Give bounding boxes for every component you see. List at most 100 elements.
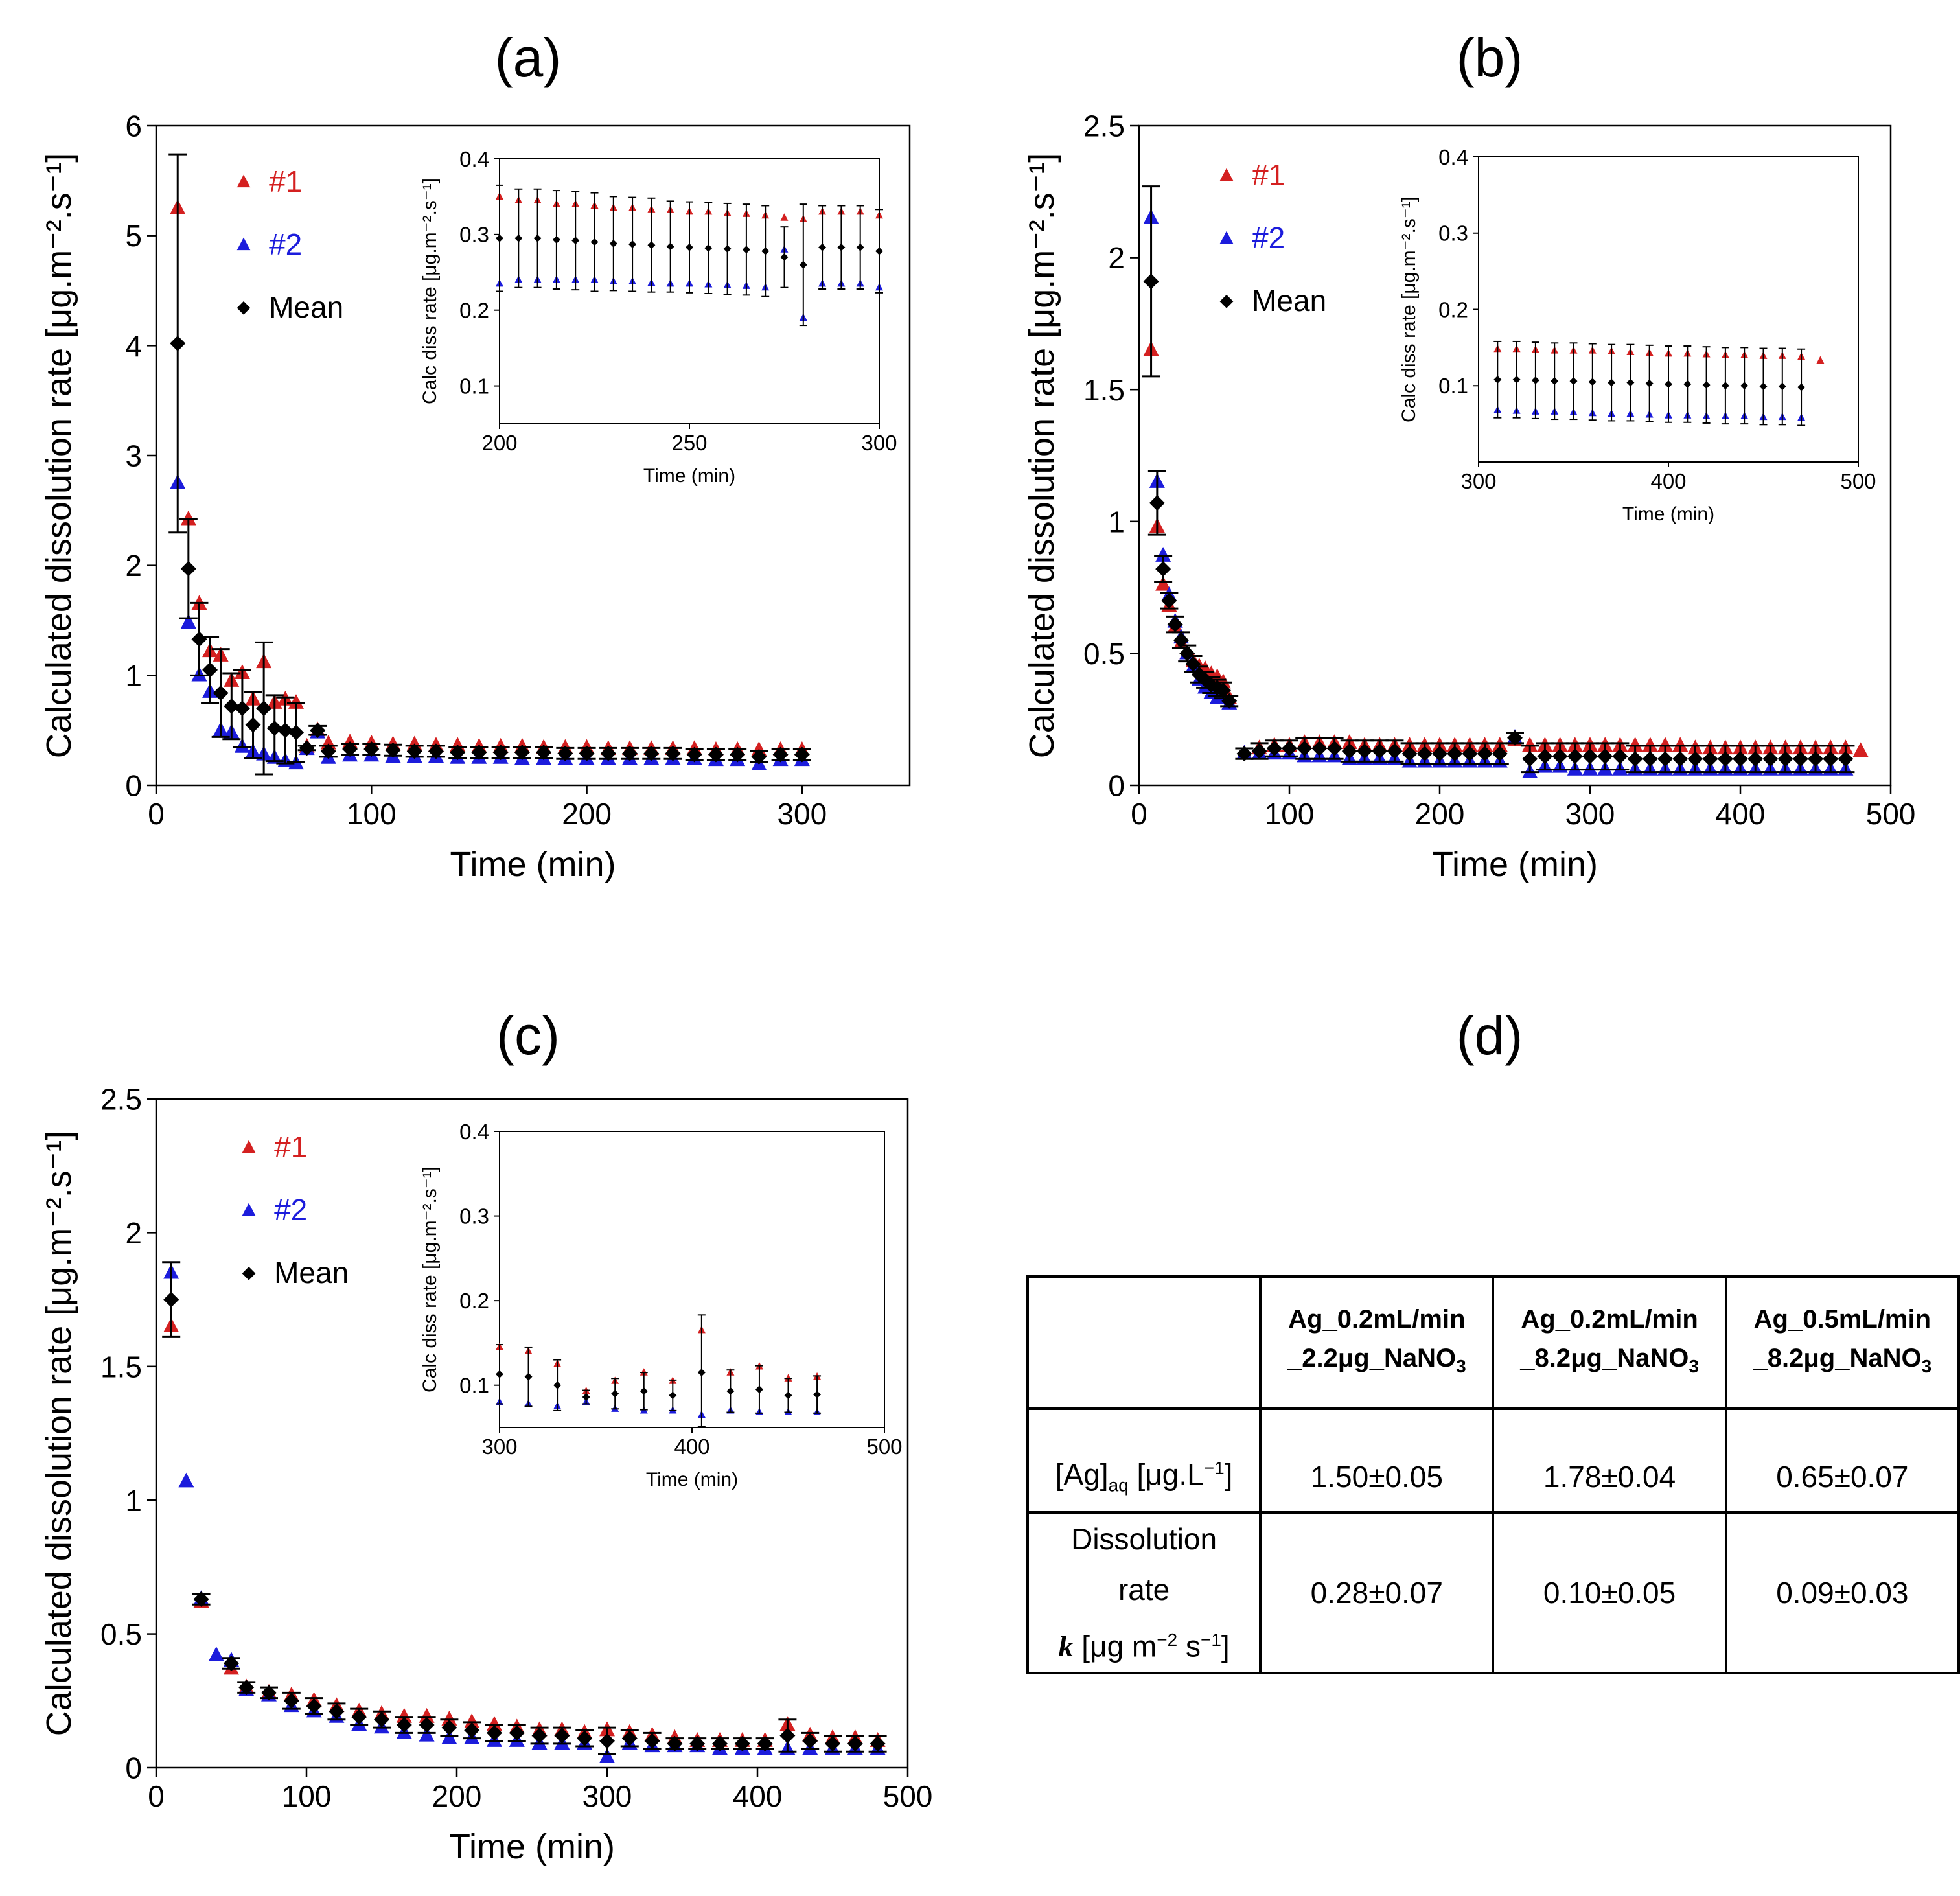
data-point-diamond bbox=[799, 260, 807, 269]
data-point-diamond bbox=[277, 723, 294, 739]
data-point-diamond bbox=[761, 247, 770, 255]
data-point-diamond bbox=[191, 631, 207, 647]
data-point-triangle bbox=[640, 1368, 648, 1376]
inset-y-tick-label: 0.3 bbox=[459, 223, 489, 247]
data-point-diamond bbox=[536, 745, 552, 761]
data-point-diamond bbox=[1149, 495, 1165, 511]
inset-background bbox=[428, 1125, 904, 1505]
main-y-tick-label: 2.5 bbox=[1083, 110, 1125, 143]
inset-y-axis-label: Calc diss rate [μg.m⁻².s⁻¹] bbox=[419, 178, 441, 404]
data-point-triangle bbox=[1155, 547, 1171, 562]
data-point-diamond bbox=[686, 746, 702, 763]
data-point-diamond bbox=[193, 1591, 209, 1607]
inset-y-tick-label: 0.2 bbox=[1438, 297, 1468, 321]
data-point-diamond bbox=[1401, 746, 1418, 762]
main-y-tick-label: 2 bbox=[125, 549, 142, 583]
data-point-diamond bbox=[170, 335, 186, 351]
main-y-tick-label: 0.5 bbox=[1083, 637, 1125, 671]
main-x-tick-label: 400 bbox=[1716, 797, 1766, 831]
legend-label: #1 bbox=[274, 1130, 307, 1164]
data-point-triangle bbox=[1155, 575, 1171, 591]
table-cell: 0.28±0.07 bbox=[1259, 1510, 1495, 1675]
data-point-diamond bbox=[1657, 751, 1673, 767]
data-point-diamond bbox=[552, 236, 560, 244]
data-point-diamond bbox=[1733, 751, 1748, 767]
data-point-triangle bbox=[464, 1713, 480, 1728]
data-point-diamond bbox=[242, 1266, 256, 1280]
data-point-diamond bbox=[1762, 751, 1779, 767]
data-point-diamond bbox=[288, 724, 304, 741]
data-point-diamond bbox=[1372, 743, 1388, 759]
main-plot: 0 100 200 300 400 500 0 0.5 1 1.5 2 2.5 Time (min) Ca… bbox=[1022, 110, 1915, 884]
main-y-tick-label: 1 bbox=[1108, 505, 1125, 538]
data-point-triangle bbox=[1219, 168, 1234, 181]
data-point-diamond bbox=[557, 745, 573, 761]
data-point-diamond bbox=[666, 242, 674, 251]
data-point-diamond bbox=[320, 743, 336, 759]
data-point-diamond bbox=[1717, 751, 1733, 767]
data-point-diamond bbox=[640, 1387, 648, 1395]
table-cell: 1.78±0.04 bbox=[1492, 1407, 1727, 1514]
data-point-diamond bbox=[1597, 748, 1613, 765]
inset-x-tick-label: 500 bbox=[866, 1435, 902, 1459]
main-x-tick-label: 0 bbox=[148, 797, 165, 831]
data-point-triangle bbox=[178, 1472, 194, 1488]
data-point-diamond bbox=[669, 1391, 677, 1400]
data-point-triangle bbox=[180, 510, 196, 526]
chart-panel-a: 0 100 200 300 0 1 2 3 4 5 6 Time (min) Calculated di… bbox=[40, 110, 911, 884]
main-x-tick-label: 200 bbox=[1415, 797, 1465, 831]
main-y-tick-label: 3 bbox=[125, 439, 142, 473]
data-point-diamond bbox=[779, 1728, 796, 1744]
data-point-triangle bbox=[784, 1374, 792, 1382]
data-point-diamond bbox=[1778, 382, 1786, 391]
data-point-diamond bbox=[1173, 632, 1189, 649]
data-point-diamond bbox=[1416, 746, 1433, 762]
data-point-diamond bbox=[780, 253, 789, 261]
data-point-diamond bbox=[1215, 682, 1231, 699]
data-point-triangle bbox=[1219, 231, 1234, 244]
main-x-axis-label: Time (min) bbox=[449, 1827, 615, 1866]
data-point-triangle bbox=[1816, 356, 1825, 364]
data-point-triangle bbox=[419, 1707, 435, 1723]
legend-label: #1 bbox=[269, 165, 302, 198]
inset-x-tick-label: 250 bbox=[671, 431, 707, 455]
data-point-diamond bbox=[1569, 377, 1578, 386]
data-point-diamond bbox=[1155, 561, 1171, 577]
data-point-diamond bbox=[1221, 693, 1238, 709]
panel-label-c: (c) bbox=[496, 1005, 560, 1066]
data-point-diamond bbox=[1645, 379, 1654, 387]
data-point-triangle bbox=[780, 213, 789, 221]
data-point-diamond bbox=[419, 1717, 435, 1733]
inset-y-tick-label: 0.4 bbox=[459, 147, 489, 171]
data-point-diamond bbox=[847, 1735, 863, 1751]
data-point-diamond bbox=[686, 243, 693, 251]
main-x-tick-label: 100 bbox=[347, 797, 397, 831]
inset-y-tick-label: 0.3 bbox=[1438, 222, 1468, 246]
table-cell: 1.50±0.05 bbox=[1259, 1407, 1495, 1514]
series-mean bbox=[1142, 185, 1855, 774]
data-point-diamond bbox=[487, 1725, 502, 1741]
main-x-tick-label: 300 bbox=[777, 797, 827, 831]
main-x-tick-label: 200 bbox=[562, 797, 612, 831]
data-point-triangle bbox=[236, 174, 251, 188]
main-x-tick-label: 100 bbox=[282, 1779, 332, 1813]
data-point-diamond bbox=[647, 241, 656, 249]
data-point-diamond bbox=[818, 243, 827, 251]
legend-label: Mean bbox=[274, 1256, 349, 1289]
data-point-diamond bbox=[772, 746, 789, 763]
data-point-diamond bbox=[163, 1291, 179, 1308]
main-y-tick-label: 1.5 bbox=[1083, 373, 1125, 407]
data-point-diamond bbox=[628, 240, 637, 249]
panel-label-d: (d) bbox=[1457, 1005, 1523, 1066]
main-plot: 0 100 200 300 400 500 0 0.5 1 1.5 2 2.5 Time (min) Ca… bbox=[40, 1083, 932, 1866]
data-point-diamond bbox=[643, 745, 660, 761]
data-point-diamond bbox=[441, 1720, 457, 1736]
data-point-diamond bbox=[599, 1733, 615, 1749]
inset-y-tick-label: 0.4 bbox=[1438, 145, 1468, 169]
data-point-diamond bbox=[351, 1709, 367, 1725]
series-mean bbox=[496, 184, 883, 327]
table-header-row: Ag_0.2mL/min _2.2μg_NaNO3 Ag_0.2mL/min _… bbox=[1026, 1275, 1960, 1410]
data-point-triangle bbox=[1522, 737, 1538, 752]
data-point-diamond bbox=[1219, 294, 1234, 308]
data-point-diamond bbox=[825, 1735, 840, 1751]
